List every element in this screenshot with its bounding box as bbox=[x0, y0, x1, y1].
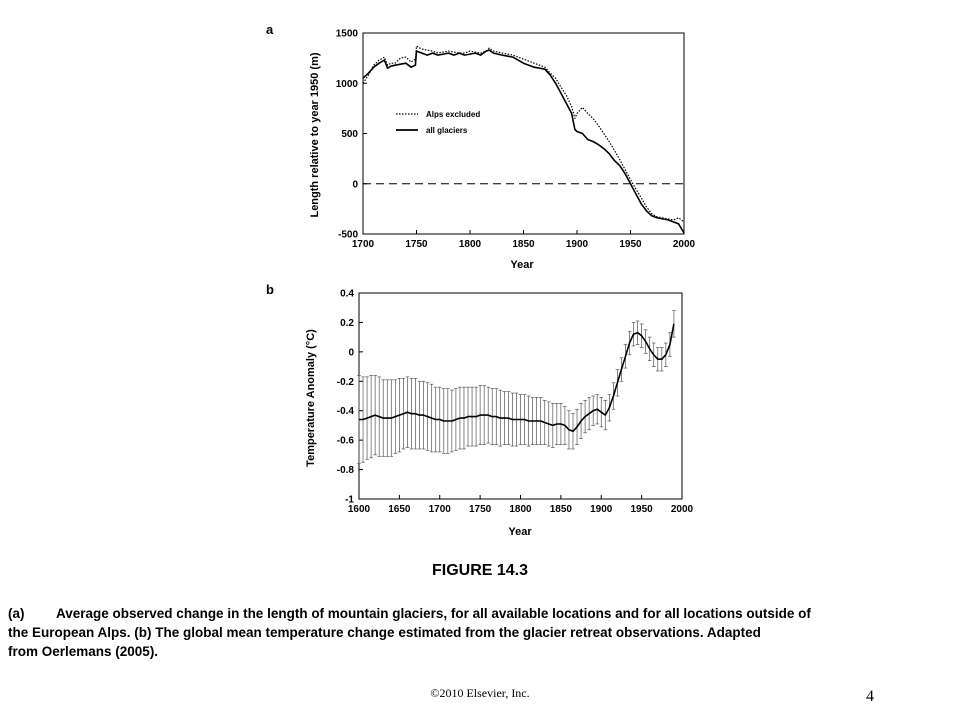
figure-caption: (a) Average observed change in the length… bbox=[8, 604, 958, 661]
panel-a-series bbox=[362, 45, 685, 234]
y-tick-label: -0.8 bbox=[337, 465, 355, 476]
caption-line-3: from Oerlemans (2005). bbox=[8, 644, 159, 659]
panel-b-x-axis: 1600 1650 1700 1750 1800 1850 1900 1950 2000 bbox=[348, 495, 694, 515]
legend-label-all-glaciers: all glaciers bbox=[426, 126, 468, 135]
panel-b-y-axis-label: Temperature Anomaly (°C) bbox=[305, 329, 317, 467]
x-tick-label: 1950 bbox=[631, 504, 654, 515]
page-number: 4 bbox=[866, 688, 874, 705]
y-tick-label: 0 bbox=[352, 179, 358, 190]
y-tick-label: 0.2 bbox=[340, 318, 354, 329]
x-tick-label: 1750 bbox=[405, 239, 428, 250]
caption-line-1-text: Average observed change in the length of… bbox=[56, 606, 811, 621]
y-tick-label: -0.2 bbox=[337, 377, 355, 388]
y-tick-label: -1 bbox=[345, 495, 354, 506]
error-bar bbox=[672, 310, 676, 338]
y-tick-label: 500 bbox=[341, 129, 358, 140]
legend-label-alps-excluded: Alps excluded bbox=[426, 110, 480, 119]
panel-a-y-axis-label: Length relative to year 1950 (m) bbox=[309, 52, 321, 217]
panel-a-legend: Alps excluded all glaciers bbox=[396, 110, 480, 135]
panel-b-y-axis: -1 -0.8 -0.6 -0.4 -0.2 0 0.2 0.4 bbox=[337, 289, 363, 506]
x-tick-label: 1950 bbox=[619, 239, 642, 250]
x-tick-label: 2000 bbox=[673, 239, 696, 250]
x-tick-label: 1750 bbox=[469, 504, 492, 515]
panel-a-label: a bbox=[266, 22, 274, 37]
series-line-series-0 bbox=[359, 323, 675, 433]
y-tick-label: -0.6 bbox=[337, 436, 355, 447]
y-tick-label: 0 bbox=[348, 347, 354, 358]
x-tick-label: 1650 bbox=[388, 504, 411, 515]
panel-a-x-axis: 1700 1750 1800 1850 1900 1950 2000 bbox=[352, 230, 696, 250]
x-tick-label: 1800 bbox=[459, 239, 482, 250]
y-tick-label: 0.4 bbox=[340, 289, 354, 300]
x-tick-label: 2000 bbox=[671, 504, 694, 515]
x-tick-label: 1700 bbox=[429, 504, 452, 515]
caption-line-1: (a) Average observed change in the length… bbox=[8, 604, 958, 623]
series-line-alps-excluded bbox=[362, 45, 685, 223]
panel-a-x-axis-label: Year bbox=[510, 259, 534, 271]
y-tick-label: 1500 bbox=[336, 29, 359, 40]
panel-a-y-axis: -500 0 500 1000 1500 bbox=[336, 29, 367, 241]
x-tick-label: 1900 bbox=[590, 504, 613, 515]
x-tick-label: 1900 bbox=[566, 239, 589, 250]
x-tick-label: 1600 bbox=[348, 504, 371, 515]
y-tick-label: -0.4 bbox=[337, 406, 355, 417]
panel-b-x-axis-label: Year bbox=[508, 526, 532, 538]
panel-b-series bbox=[359, 323, 675, 433]
x-tick-label: 1850 bbox=[512, 239, 535, 250]
x-tick-label: 1850 bbox=[550, 504, 573, 515]
x-tick-label: 1800 bbox=[509, 504, 532, 515]
series-line-all-glaciers bbox=[362, 49, 685, 234]
panel-b-label: b bbox=[266, 282, 274, 297]
figure-title: FIGURE 14.3 bbox=[431, 562, 529, 579]
panel-b-error-bars bbox=[357, 310, 676, 465]
x-tick-label: 1700 bbox=[352, 239, 375, 250]
panel-b-temperature-anomaly-chart: b -1 -0.8 -0.6 -0.4 -0.2 0 0.2 0.4 1600 1650 1700… bbox=[266, 282, 694, 538]
caption-line-2: the European Alps. (b) The global mean t… bbox=[8, 625, 761, 640]
y-tick-label: 1000 bbox=[336, 79, 359, 90]
caption-label: (a) bbox=[8, 606, 25, 621]
copyright-notice: ©2010 Elsevier, Inc. bbox=[430, 686, 530, 700]
y-tick-label: -500 bbox=[338, 230, 358, 241]
